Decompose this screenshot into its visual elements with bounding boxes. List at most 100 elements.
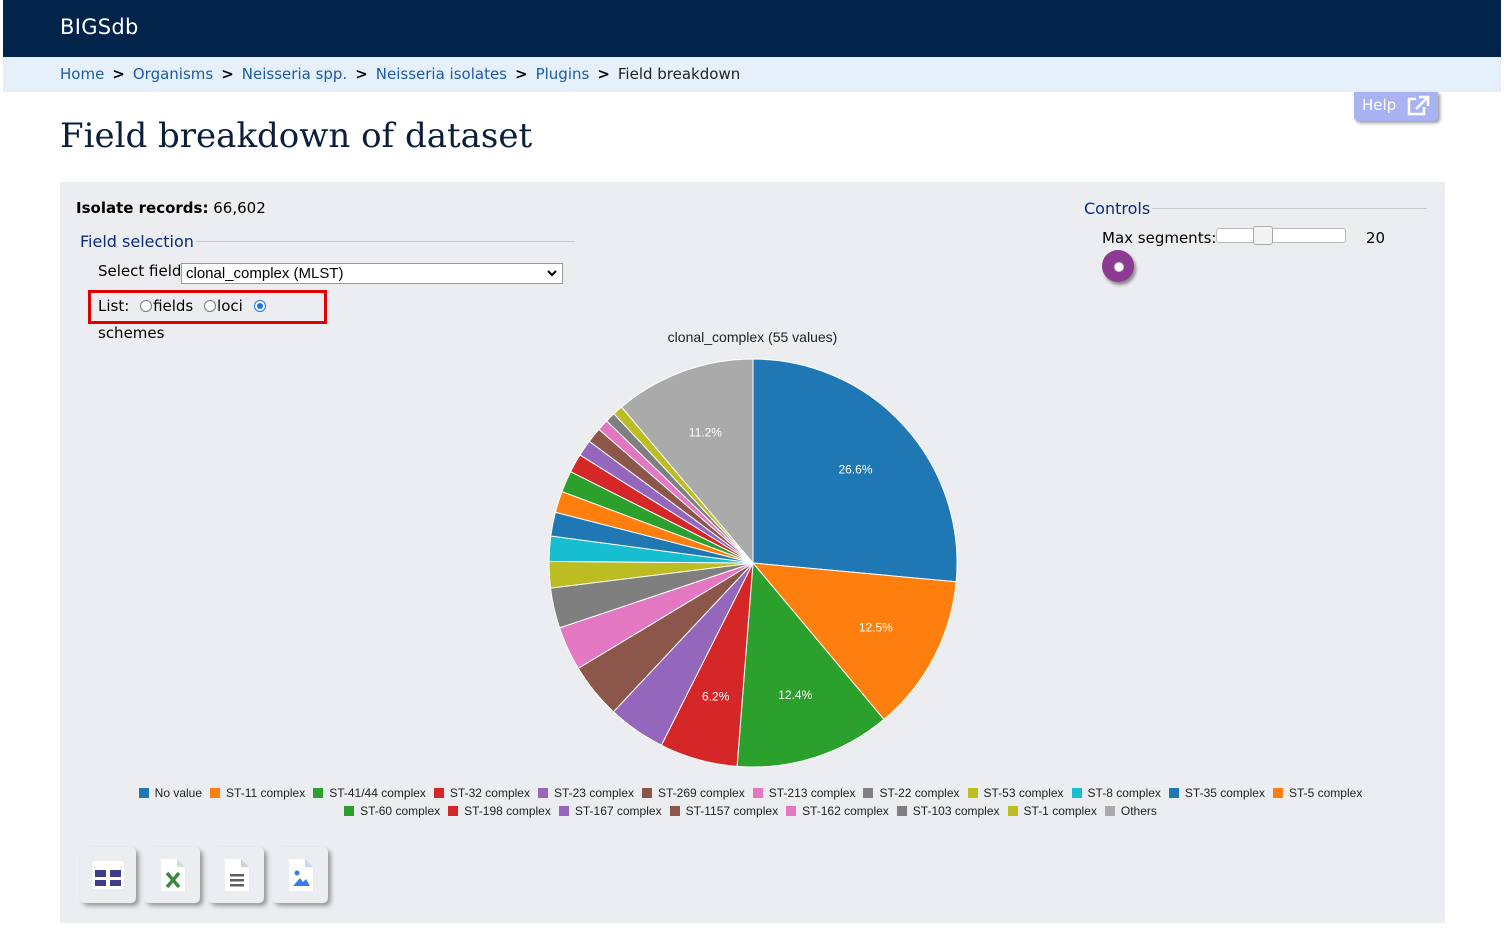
schemes-radio[interactable] [253, 300, 266, 312]
legend-item[interactable]: ST-198 complex [448, 802, 551, 820]
legend-swatch [558, 806, 569, 816]
list-type-group: List: fields loci schemes [88, 290, 327, 342]
schemes-radio-label[interactable]: schemes [98, 324, 165, 342]
slider-handle[interactable] [1253, 226, 1273, 245]
breadcrumb: Home > Organisms > Neisseria spp. > Neisseria … [3, 57, 1501, 92]
breadcrumb-current: Field breakdown [617, 65, 741, 83]
legend-item[interactable]: Others [1104, 802, 1157, 820]
legend-item[interactable]: ST-32 complex [433, 784, 530, 802]
select-field-dropdown[interactable]: clonal_complex (MLST) [181, 263, 563, 284]
excel-export-button[interactable] [144, 847, 200, 903]
legend-swatch [1007, 806, 1018, 816]
table-icon [92, 861, 124, 889]
legend-item[interactable]: ST-41/44 complex [313, 784, 426, 802]
external-link-icon [1406, 95, 1430, 126]
legend-item[interactable]: ST-269 complex [642, 784, 745, 802]
slice-data-label: 12.5% [859, 620, 893, 634]
table-export-button[interactable] [80, 847, 136, 903]
legend-label: ST-5 complex [1288, 786, 1363, 800]
legend-item[interactable]: No value [138, 784, 203, 802]
legend-item[interactable]: ST-213 complex [752, 784, 856, 802]
breadcrumb-organisms[interactable]: Organisms [132, 65, 214, 83]
pie-slice[interactable] [751, 562, 957, 721]
legend-label: ST-8 complex [1087, 786, 1161, 800]
legend-item[interactable]: ST-60 complex [344, 802, 440, 820]
legend-item[interactable]: ST-1 complex [1007, 802, 1097, 820]
legend-swatch [1168, 788, 1179, 798]
legend-item[interactable]: ST-162 complex [786, 802, 889, 820]
pie-slice[interactable] [620, 358, 754, 565]
legend-item[interactable]: ST-167 complex [558, 802, 662, 820]
legend-swatch [896, 806, 907, 816]
legend-label: ST-32 complex [449, 786, 530, 800]
text-export-button[interactable] [208, 847, 264, 903]
fields-radio[interactable] [140, 300, 153, 312]
select-field-value: clonal_complex (MLST) [186, 265, 344, 282]
legend-label: ST-1157 complex [685, 804, 779, 818]
isolate-records: Isolate records: 66,602 [76, 199, 266, 217]
breadcrumb-neisseria-isolates[interactable]: Neisseria isolates [375, 65, 507, 83]
controls-fieldset: Controls [1082, 199, 1427, 218]
legend-label: ST-198 complex [464, 804, 551, 818]
legend-label: ST-22 complex [879, 786, 960, 800]
text-file-icon [225, 859, 249, 891]
list-label: List: [98, 297, 130, 315]
legend-swatch [537, 788, 548, 798]
legend-swatch [344, 806, 355, 816]
legend-item[interactable]: ST-23 complex [537, 784, 635, 802]
app-brand[interactable]: BIGSdb [60, 15, 139, 39]
image-export-button[interactable] [272, 847, 328, 903]
breadcrumb-neisseria-spp[interactable]: Neisseria spp. [241, 65, 348, 83]
field-selection-fieldset: Field selection [78, 232, 575, 251]
breadcrumb-separator: > [355, 65, 368, 83]
legend-label: ST-41/44 complex [329, 786, 426, 800]
pie-slice[interactable] [736, 561, 885, 768]
breadcrumb-home[interactable]: Home [60, 65, 105, 83]
legend-swatch [210, 788, 221, 798]
legend-item[interactable]: ST-8 complex [1071, 784, 1161, 802]
chart-legend: No value ST-11 complex ST-41/44 complex ST-… [100, 784, 1405, 820]
legend-label: ST-213 complex [768, 786, 856, 800]
main-panel: Isolate records: 66,602 Field selection … [60, 182, 1445, 923]
legend-item[interactable]: ST-22 complex [863, 784, 960, 802]
legend-label: No value [154, 786, 203, 800]
legend-item[interactable]: ST-103 complex [896, 802, 1000, 820]
controls-legend: Controls [1084, 199, 1151, 218]
slice-data-label: 11.2% [689, 426, 722, 440]
legend-item[interactable]: ST-1157 complex [669, 802, 779, 820]
breadcrumb-separator: > [515, 65, 528, 83]
legend-swatch [448, 806, 459, 816]
legend-item[interactable]: ST-35 complex [1168, 784, 1265, 802]
breadcrumb-separator: > [221, 65, 234, 83]
breadcrumb-plugins[interactable]: Plugins [535, 65, 590, 83]
max-segments-label: Max segments: [1102, 229, 1217, 247]
field-selection-legend: Field selection [80, 232, 194, 251]
legend-label: ST-23 complex [553, 786, 635, 800]
legend-item[interactable]: ST-11 complex [210, 784, 305, 802]
fields-radio-label[interactable]: fields [153, 297, 194, 315]
legend-swatch [967, 788, 978, 798]
legend-label: ST-35 complex [1184, 786, 1265, 800]
help-label: Help [1362, 96, 1397, 114]
legend-item[interactable]: ST-53 complex [967, 784, 1064, 802]
legend-label: ST-167 complex [574, 804, 662, 818]
legend-label: Others [1120, 804, 1157, 818]
legend-swatch [786, 806, 797, 816]
legend-swatch [1272, 788, 1283, 798]
legend-swatch [752, 788, 763, 798]
legend-item[interactable]: ST-5 complex [1272, 784, 1363, 802]
legend-swatch [863, 788, 874, 798]
apply-controls-button[interactable] [1102, 250, 1134, 282]
max-segments-slider[interactable] [1216, 226, 1346, 245]
legend-swatch [1104, 806, 1115, 816]
loci-radio-label[interactable]: loci [217, 297, 243, 315]
legend-label: ST-1 complex [1023, 804, 1097, 818]
slice-data-label: 26.6% [838, 463, 872, 477]
pie-slice[interactable] [752, 358, 958, 583]
max-segments-value: 20 [1366, 229, 1386, 247]
legend-swatch [433, 788, 444, 798]
excel-file-icon [161, 859, 185, 891]
top-header: BIGSdb [3, 0, 1501, 57]
help-button[interactable]: Help [1354, 92, 1438, 121]
loci-radio[interactable] [204, 300, 217, 312]
